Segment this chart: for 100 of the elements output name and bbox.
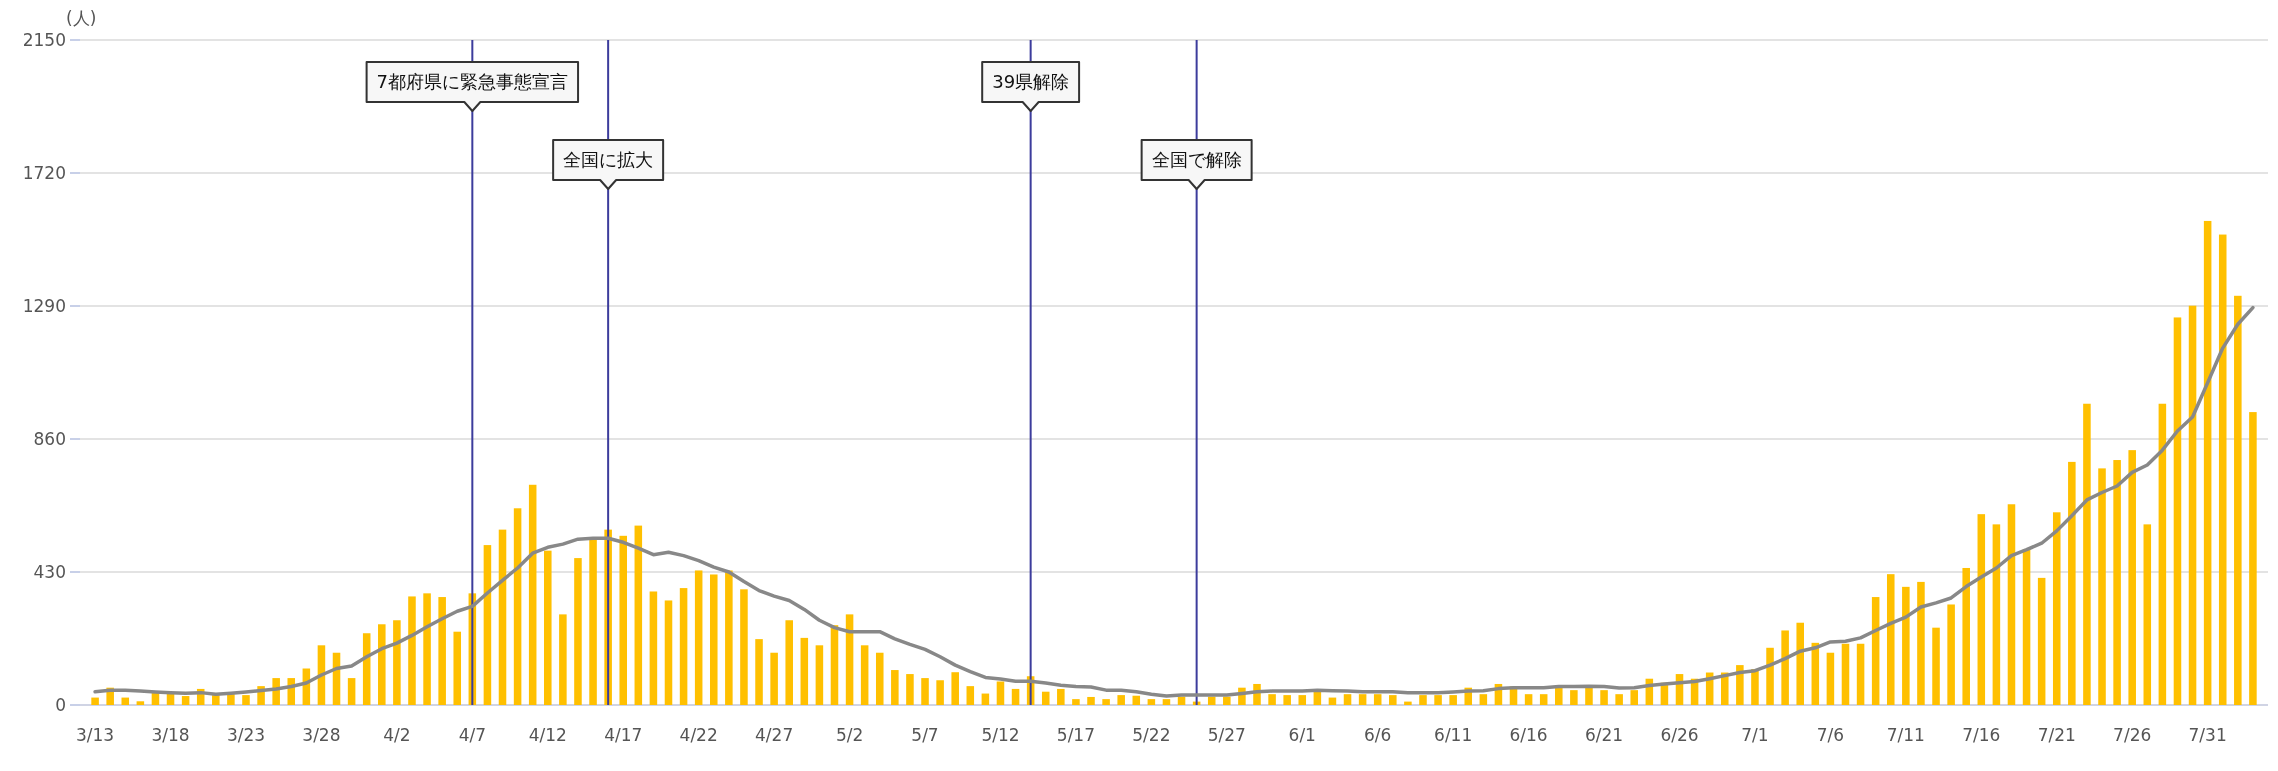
bar xyxy=(679,588,688,705)
bar xyxy=(1298,695,1307,705)
bar xyxy=(785,620,793,705)
bar xyxy=(1057,688,1065,705)
x-tick-label: 6/6 xyxy=(1364,725,1392,745)
x-tick-label: 7/31 xyxy=(2188,725,2227,745)
bar xyxy=(1102,699,1110,705)
bar xyxy=(981,693,990,705)
bar xyxy=(725,570,733,705)
bar xyxy=(1162,699,1171,705)
bar xyxy=(242,695,250,705)
bar xyxy=(936,680,944,705)
bar xyxy=(634,525,643,705)
bar xyxy=(709,574,718,705)
bar xyxy=(91,697,99,705)
bar xyxy=(181,696,190,705)
bar xyxy=(2113,460,2121,705)
bar xyxy=(1932,627,1940,705)
y-tick-label: 1720 xyxy=(22,163,66,183)
bar xyxy=(2218,234,2227,705)
bar xyxy=(212,695,220,705)
bar xyxy=(1389,695,1397,705)
bar xyxy=(528,484,537,705)
bar xyxy=(875,652,884,705)
x-tick-label: 5/27 xyxy=(1207,725,1246,745)
y-tick-label: 430 xyxy=(33,562,66,582)
bar xyxy=(1041,691,1050,705)
bar xyxy=(1992,524,2001,705)
bar xyxy=(408,596,416,705)
bar xyxy=(860,645,869,705)
bar xyxy=(2068,461,2076,705)
x-tick-label: 4/12 xyxy=(528,725,567,745)
bar xyxy=(438,597,446,705)
bar xyxy=(1585,687,1593,705)
x-tick-label: 3/18 xyxy=(151,725,190,745)
bar xyxy=(483,545,492,705)
bar xyxy=(1434,695,1442,705)
bar xyxy=(1087,696,1095,705)
bar xyxy=(2022,549,2031,705)
bar xyxy=(1539,694,1548,705)
bar xyxy=(2203,220,2212,705)
x-tick-label: 5/17 xyxy=(1056,725,1096,745)
bar xyxy=(1524,694,1533,705)
bar xyxy=(1147,699,1156,705)
x-tick-label: 6/11 xyxy=(1434,725,1473,745)
bar xyxy=(1902,586,1910,705)
bar xyxy=(1841,643,1850,705)
bar xyxy=(1977,514,1986,705)
bar xyxy=(891,670,899,705)
bar xyxy=(1947,604,1955,705)
bar xyxy=(815,645,824,705)
bar xyxy=(2128,450,2136,705)
bar xyxy=(498,529,507,705)
x-tick-label: 3/28 xyxy=(302,725,341,745)
x-tick-label: 7/1 xyxy=(1741,725,1769,745)
bar xyxy=(2234,295,2242,705)
bar xyxy=(1479,694,1488,705)
bar xyxy=(1449,695,1457,705)
y-tick-label: 2150 xyxy=(22,30,66,50)
bar xyxy=(227,694,235,705)
bar xyxy=(1826,652,1835,705)
x-tick-label: 7/16 xyxy=(1962,725,2001,745)
bar xyxy=(574,558,582,705)
bar xyxy=(1011,688,1020,705)
bar xyxy=(589,538,597,705)
bar xyxy=(2083,403,2091,705)
bar xyxy=(1600,690,1608,705)
bar xyxy=(393,620,401,705)
bar xyxy=(2143,524,2152,705)
bar xyxy=(1358,694,1367,705)
bar xyxy=(1751,669,1759,705)
bar xyxy=(2249,412,2257,705)
bar xyxy=(1283,695,1291,705)
ref-line-label: 39県解除 xyxy=(992,71,1070,92)
bar xyxy=(649,591,658,705)
bar xyxy=(755,639,763,705)
bar xyxy=(845,614,854,705)
bar xyxy=(423,593,431,705)
ref-line-label: 全国に拡大 xyxy=(563,149,654,170)
bar xyxy=(694,570,703,705)
y-tick-label: 0 xyxy=(55,695,66,715)
bar xyxy=(1117,695,1125,705)
bar xyxy=(1886,574,1895,705)
x-tick-label: 7/6 xyxy=(1816,725,1845,745)
bar xyxy=(1615,694,1623,705)
bar xyxy=(1072,699,1080,705)
bar xyxy=(770,652,778,705)
bar xyxy=(1856,643,1865,705)
bar xyxy=(347,678,356,705)
x-tick-label: 6/1 xyxy=(1288,725,1316,745)
bar xyxy=(619,535,627,705)
ref-line-label: 7都府県に緊急事態宣言 xyxy=(376,71,569,92)
bar xyxy=(740,589,748,705)
bar xyxy=(1373,694,1382,705)
x-tick-label: 7/26 xyxy=(2113,725,2152,745)
bar xyxy=(1781,630,1789,705)
bar xyxy=(2158,403,2167,705)
x-tick-label: 6/21 xyxy=(1584,725,1624,745)
bar xyxy=(513,508,522,705)
bar xyxy=(1313,691,1322,705)
